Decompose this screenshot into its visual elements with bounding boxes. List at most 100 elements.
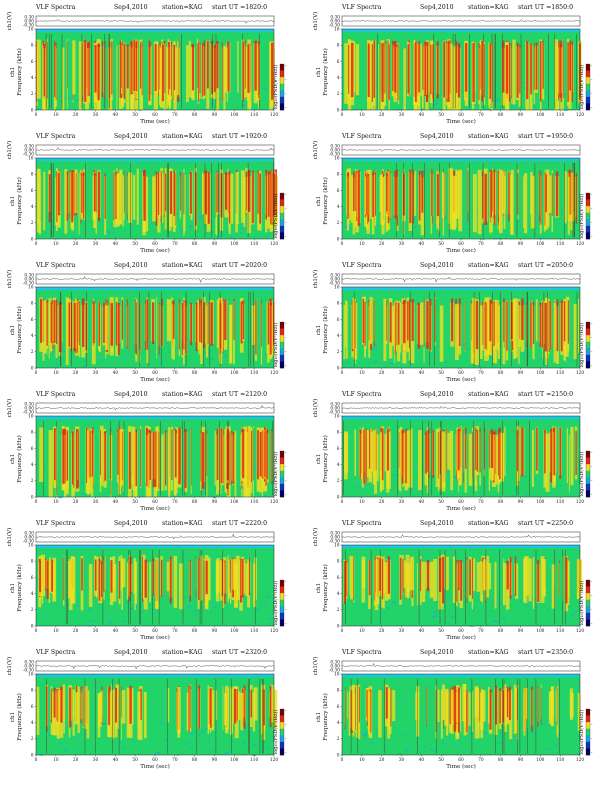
colorbar-frame	[585, 450, 591, 498]
x-tick-label: 20	[379, 242, 385, 247]
emission-peak	[234, 688, 237, 724]
noise-mark	[520, 617, 525, 619]
emission-peak	[397, 43, 399, 101]
colorbar-segment	[280, 232, 284, 240]
x-tick-label: 90	[212, 758, 218, 763]
emission-column	[245, 47, 248, 97]
emission-column	[244, 431, 248, 497]
emission-peak	[498, 430, 499, 476]
noise-mark	[391, 736, 394, 737]
noise-mark	[125, 624, 127, 626]
emission-column	[101, 425, 104, 487]
emission-peak	[387, 40, 390, 100]
spectrogram-top-band	[36, 158, 274, 161]
emission-peak	[563, 301, 566, 342]
emission-peak	[409, 169, 412, 224]
colorbar-segment	[280, 103, 284, 111]
panel-date: Sep4,2010	[114, 391, 148, 398]
panel-date: Sep4,2010	[114, 520, 148, 527]
panel-title: VLF Spectra	[35, 262, 76, 269]
colorbar-segment	[280, 212, 284, 220]
emission-column	[524, 173, 528, 234]
channel-label: ch1	[316, 712, 322, 722]
y-tick-label: 4	[337, 76, 340, 81]
emission-column	[223, 45, 226, 110]
waveform-y-label: ch1(V)	[312, 399, 319, 418]
y-tick-label: 10	[28, 285, 34, 290]
emission-peak	[62, 428, 65, 484]
emission-peak	[198, 41, 199, 102]
emission-column	[387, 687, 391, 730]
emission-peak	[227, 41, 230, 92]
emission-peak	[367, 43, 370, 97]
emission-peak	[270, 170, 272, 225]
noise-mark	[542, 219, 545, 222]
emission-peak	[255, 299, 257, 355]
emission-peak	[429, 299, 432, 351]
noise-mark	[129, 607, 134, 610]
noise-mark	[101, 220, 105, 222]
waveform-tick-label: -0.30	[329, 24, 340, 29]
emission-peak	[195, 302, 198, 352]
noise-mark	[114, 236, 117, 238]
y-tick-label: 4	[31, 205, 34, 210]
noise-mark	[41, 726, 43, 729]
spectrogram-top-band	[36, 287, 274, 290]
emission-peak	[386, 429, 389, 471]
emission-peak	[428, 428, 430, 478]
x-tick-label: 120	[270, 500, 278, 505]
x-axis-label: Time (sec)	[446, 376, 476, 383]
noise-mark	[391, 481, 394, 483]
x-tick-label: 30	[93, 629, 99, 634]
x-tick-label: 90	[518, 629, 524, 634]
emission-peak	[571, 41, 573, 102]
colorbar-segment	[280, 586, 284, 594]
x-axis-label: Time (sec)	[140, 118, 170, 125]
noise-mark	[559, 485, 562, 487]
noise-mark	[498, 84, 500, 85]
noise-mark	[534, 222, 538, 224]
panel-title: VLF Spectra	[35, 520, 76, 527]
emission-peak	[170, 41, 172, 97]
emission-peak	[424, 41, 427, 96]
emission-peak	[427, 430, 429, 472]
noise-mark	[509, 109, 513, 110]
emission-column	[245, 563, 248, 596]
colorbar-tick-label: -	[285, 737, 287, 742]
y-tick-label: 10	[28, 414, 34, 419]
noise-mark	[460, 742, 463, 743]
emission-peak	[481, 40, 483, 102]
x-tick-label: 80	[192, 758, 198, 763]
noise-mark	[188, 733, 193, 735]
waveform-y-label: ch1(V)	[312, 270, 319, 289]
emission-peak	[141, 41, 143, 96]
spectra-panel-1950-0: VLF Spectra Sep4,2010 station=KAG start UT …	[310, 131, 596, 255]
emission-peak	[265, 169, 267, 220]
emission-peak	[231, 430, 232, 485]
emission-peak	[88, 41, 90, 97]
noise-mark	[210, 359, 214, 360]
panel-station: station=KAG	[162, 4, 203, 11]
colorbar-frame	[585, 321, 591, 369]
colorbar-frame	[279, 192, 285, 240]
x-tick-label: 60	[458, 242, 464, 247]
noise-mark	[106, 231, 111, 233]
emission-column	[513, 684, 516, 734]
emission-peak	[148, 40, 151, 101]
panel-title: VLF Spectra	[35, 133, 76, 140]
noise-mark	[354, 485, 356, 487]
noise-mark	[190, 746, 193, 749]
emission-column	[554, 39, 558, 110]
x-axis-label: Time (sec)	[140, 763, 170, 770]
noise-mark	[82, 219, 86, 221]
noise-mark	[110, 225, 113, 227]
emission-peak	[123, 43, 126, 100]
emission-column	[186, 45, 189, 102]
x-tick-label: 90	[518, 500, 524, 505]
x-tick-label: 110	[556, 242, 564, 247]
x-tick-label: 20	[73, 500, 79, 505]
colorbar-segment	[280, 715, 284, 723]
noise-mark	[553, 488, 555, 490]
noise-mark	[98, 611, 100, 613]
colorbar-frame	[279, 708, 285, 756]
